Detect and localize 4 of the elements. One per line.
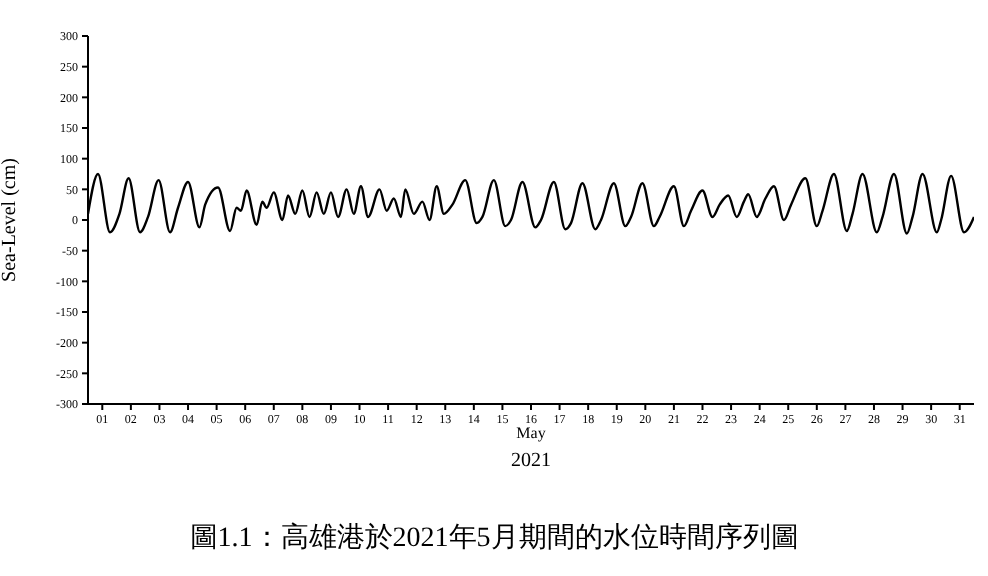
text: 圖1.1：高雄港於2021年5月期間的水位時間序列圖: [187, 520, 801, 556]
year-caption: 2021: [509, 450, 553, 472]
x-axis-title: May: [514, 424, 548, 442]
y-axis-title: Sea-Level (cm): [0, 158, 22, 282]
